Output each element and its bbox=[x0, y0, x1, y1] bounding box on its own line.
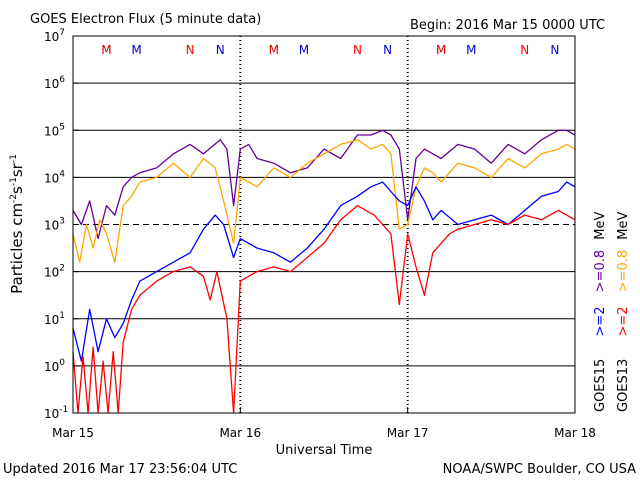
y-tick-label-2: 105 bbox=[44, 122, 65, 138]
x-tick-labels: Mar 15 Mar 16 Mar 17 Mar 18 bbox=[52, 407, 596, 440]
y-tick-label-6: 101 bbox=[44, 311, 65, 327]
right-legend-goes13: GOES13 >=2 >=0.8 MeV bbox=[616, 212, 631, 412]
x-tick-label-3: Mar 18 bbox=[554, 426, 596, 440]
source-credit: NOAA/SWPC Boulder, CO USA bbox=[443, 462, 636, 477]
marker-m-1: M bbox=[131, 43, 141, 57]
grid-lines bbox=[73, 36, 575, 413]
marker-m-0: M bbox=[101, 43, 111, 57]
y-tick-label-8: 10-1 bbox=[44, 405, 68, 421]
x-tick-label-0: Mar 15 bbox=[52, 426, 94, 440]
series-goes15-gt08 bbox=[72, 129, 576, 240]
y-tick-labels: 107 106 105 104 103 102 101 100 10-1 bbox=[44, 28, 79, 421]
marker-n-11: N bbox=[550, 43, 559, 57]
marker-n-6: N bbox=[353, 43, 362, 57]
x-tick-label-1: Mar 16 bbox=[219, 426, 261, 440]
series-goes15-gt2 bbox=[72, 181, 576, 362]
right-legend-goes15: GOES15 >=2 >=0.8 MeV bbox=[593, 212, 608, 412]
chart-title: GOES Electron Flux (5 minute data) bbox=[30, 12, 261, 27]
y-tick-label-4: 103 bbox=[44, 217, 65, 233]
y-tick-label-5: 102 bbox=[44, 264, 65, 280]
marker-n-10: N bbox=[520, 43, 529, 57]
flux-series bbox=[72, 129, 576, 414]
y-tick-label-1: 106 bbox=[44, 75, 65, 91]
x-tick-label-2: Mar 17 bbox=[387, 426, 429, 440]
marker-n-7: N bbox=[383, 43, 392, 57]
y-tick-label-7: 100 bbox=[44, 358, 65, 374]
y-axis-label: Particles cm-2s-1sr-1 bbox=[8, 154, 26, 294]
series-goes13-gt08 bbox=[72, 139, 576, 263]
x-axis-label: Universal Time bbox=[276, 443, 373, 458]
y-tick-label-3: 104 bbox=[44, 169, 65, 185]
begin-time: Begin: 2016 Mar 15 0000 UTC bbox=[410, 18, 605, 33]
y-tick-label-0: 107 bbox=[44, 28, 65, 44]
marker-n-2: N bbox=[186, 43, 195, 57]
marker-m-8: M bbox=[436, 43, 446, 57]
marker-m-5: M bbox=[299, 43, 309, 57]
marker-m-4: M bbox=[269, 43, 279, 57]
series-goes13-gt2 bbox=[72, 204, 576, 414]
marker-n-3: N bbox=[216, 43, 225, 57]
marker-m-9: M bbox=[466, 43, 476, 57]
updated-timestamp: Updated 2016 Mar 17 23:56:04 UTC bbox=[3, 462, 237, 477]
